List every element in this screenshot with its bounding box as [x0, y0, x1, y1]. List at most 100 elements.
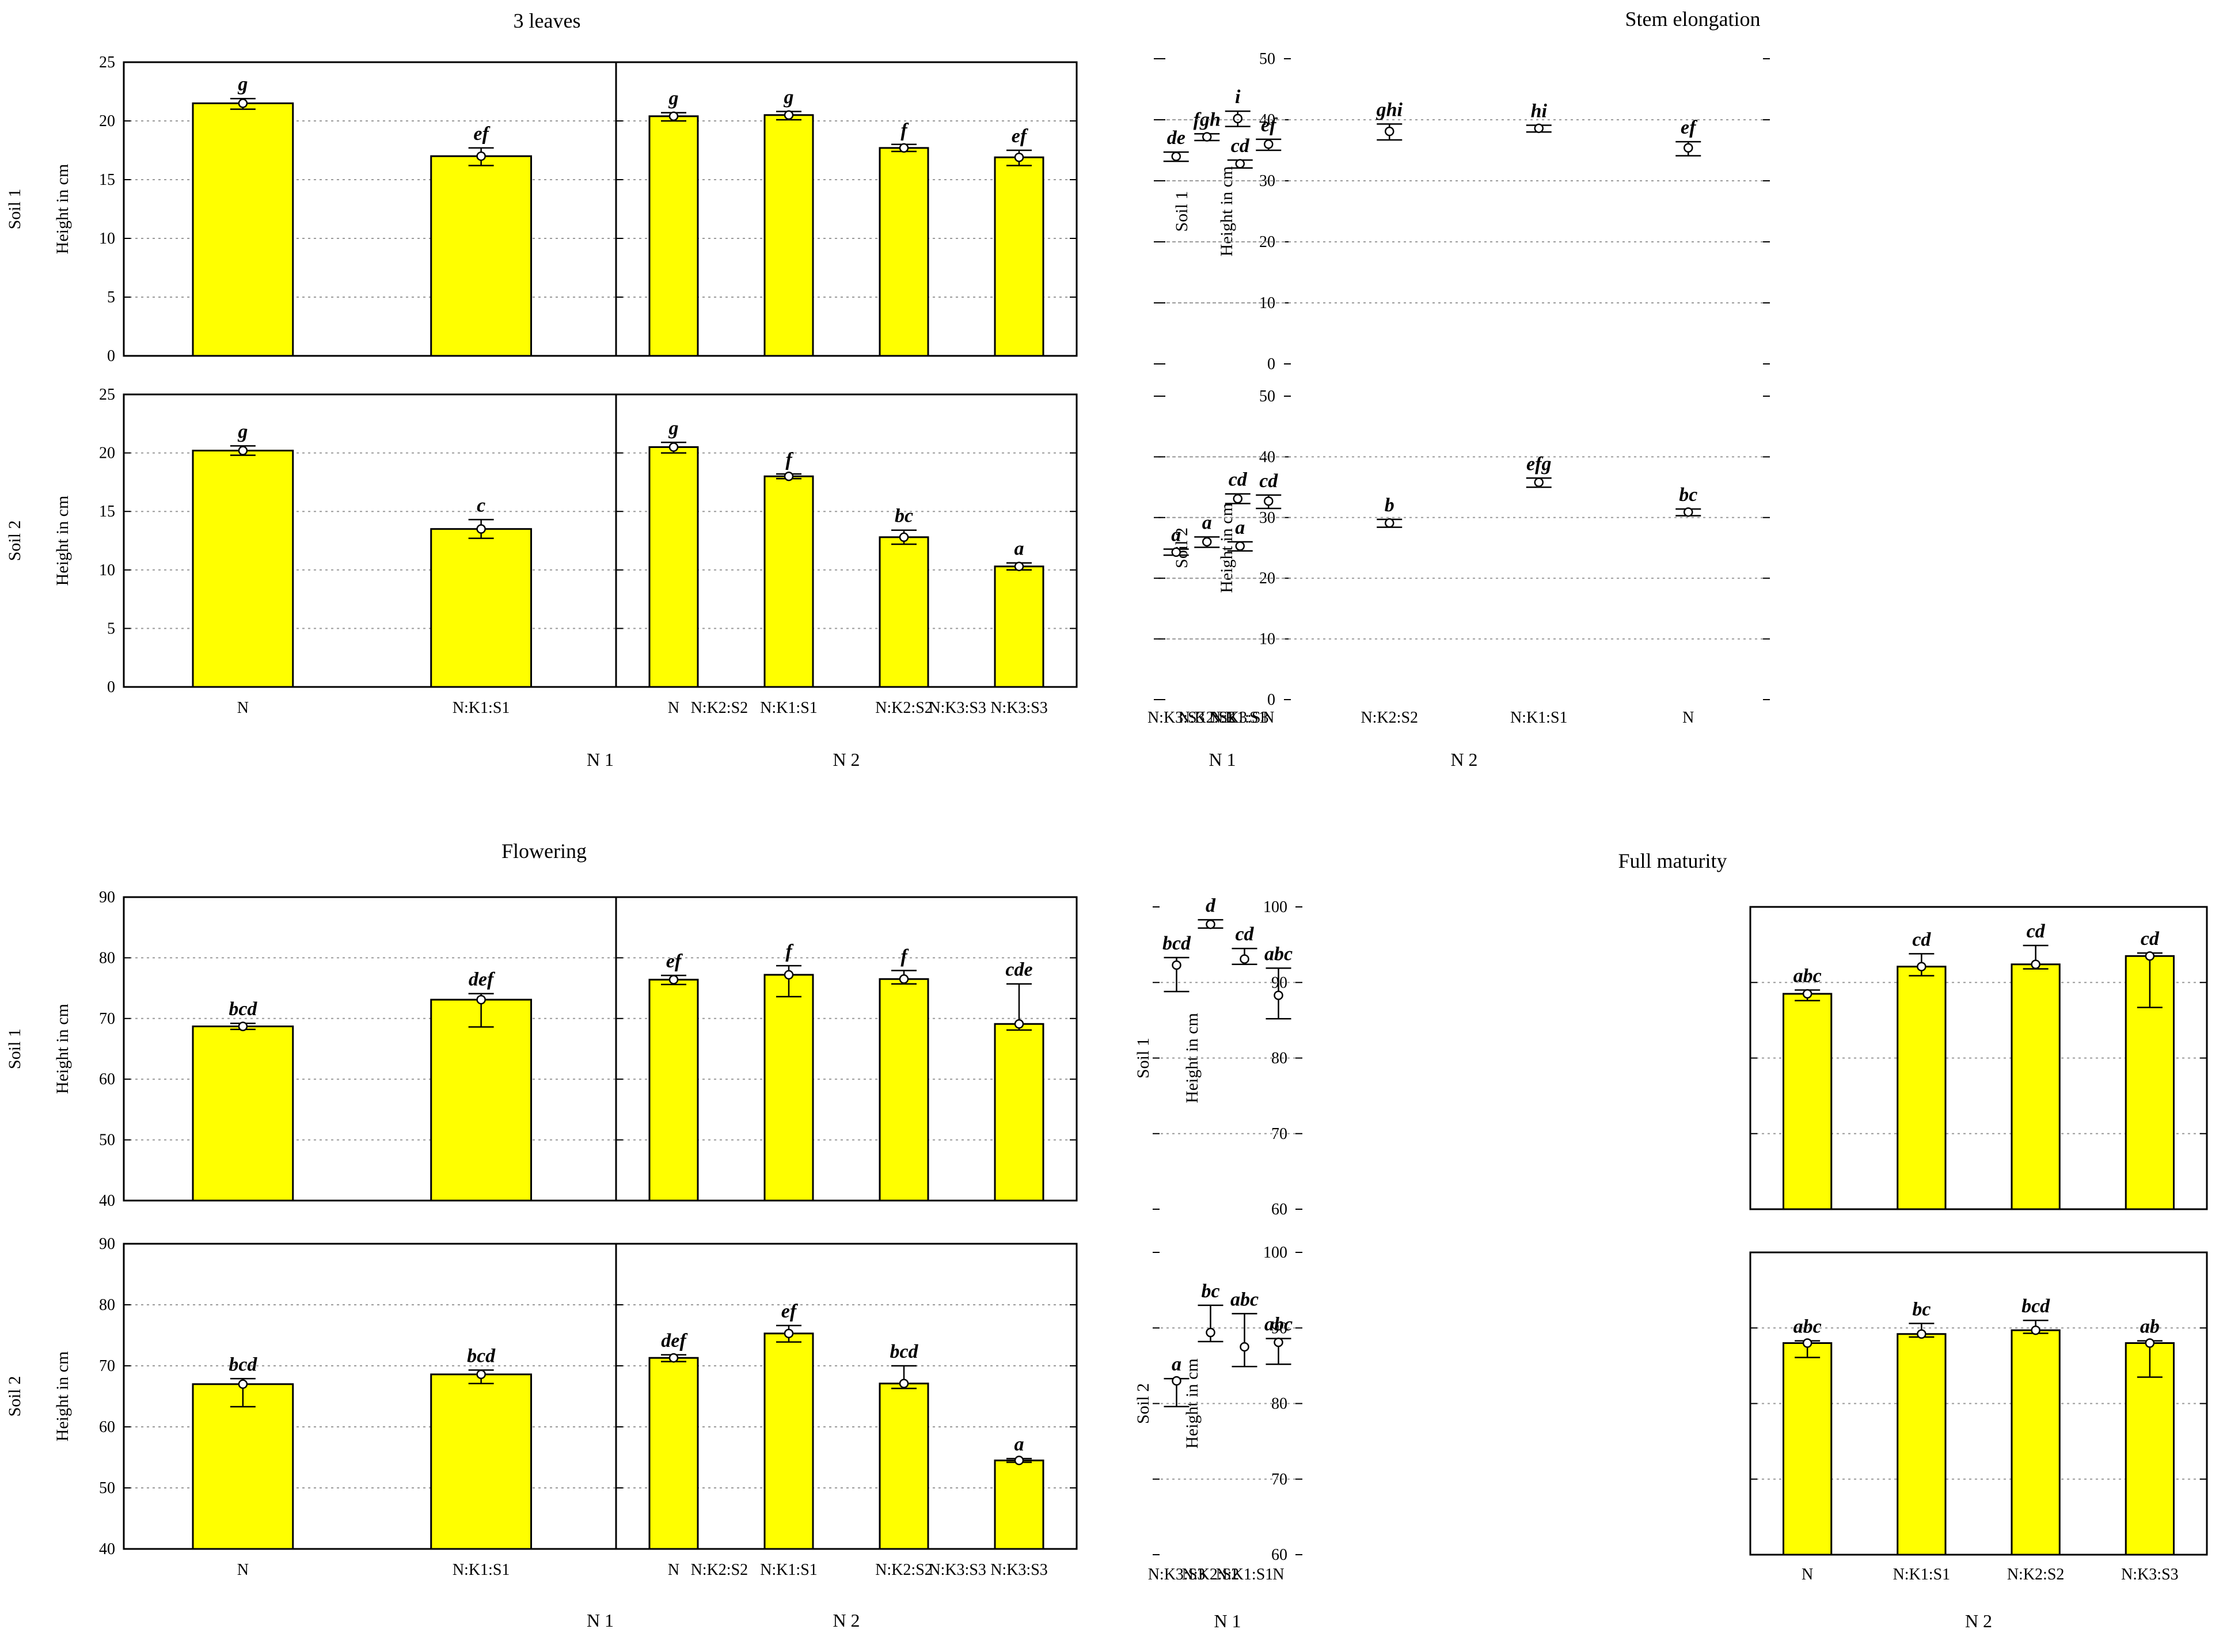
mean-marker — [238, 98, 248, 108]
y-tick-label: 15 — [99, 171, 115, 189]
x-tick-label: N — [1272, 1566, 1284, 1583]
bar-n-k3-s3 — [994, 1459, 1044, 1550]
significance-letter: bcd — [467, 1345, 496, 1366]
bar-n-k1-s1 — [763, 1332, 814, 1550]
y-tick-label: 60 — [1271, 1201, 1287, 1218]
mean-marker — [1235, 159, 1245, 169]
mean-marker — [1385, 126, 1394, 136]
y-tick-label: 80 — [1271, 1395, 1287, 1413]
y-tick-label: 90 — [1271, 1319, 1287, 1337]
x-tick-label: N:K1:S1 — [1209, 709, 1267, 727]
y-tick-label: 80 — [99, 949, 115, 967]
x-tick-label: N:K2:S2 — [875, 699, 933, 717]
mean-marker — [668, 111, 679, 121]
panel-soil-2-n-2: g f bc a — [615, 393, 1078, 688]
mean-marker — [1172, 1376, 1181, 1386]
group-label: N 1 — [587, 749, 614, 770]
mean-marker — [1684, 143, 1693, 153]
significance-letter: def — [661, 1330, 688, 1351]
x-tick-label: N:K1:S1 — [760, 1561, 818, 1579]
y-axis-label: Height in cm — [1217, 166, 1236, 257]
significance-letter: i — [1235, 86, 1241, 108]
mean-marker — [899, 143, 909, 153]
significance-letter: abc — [1230, 1289, 1259, 1310]
mean-marker — [476, 1369, 486, 1380]
mean-marker — [476, 994, 486, 1005]
mean-marker — [1802, 1338, 1812, 1348]
y-axis-label: Height in cm — [53, 1351, 72, 1442]
significance-letter: c — [477, 495, 485, 516]
significance-letter: def — [469, 969, 496, 990]
significance-letter: hi — [1531, 101, 1548, 122]
mean-marker — [784, 1328, 794, 1339]
mean-marker — [784, 471, 794, 481]
x-tick-label: N:K1:S1 — [1510, 709, 1568, 727]
bar-n-k3-s3 — [2125, 1342, 2175, 1556]
mean-marker — [1202, 132, 1212, 142]
significance-letter: a — [1014, 538, 1024, 560]
significance-letter: b — [1385, 495, 1394, 516]
y-tick-label: 20 — [99, 445, 115, 462]
x-tick-label: N:K1:S1 — [453, 1561, 510, 1579]
bar-n-k1-s1 — [1897, 1333, 1947, 1556]
soil-label: Soil 1 — [1172, 191, 1191, 232]
significance-letter: cd — [1912, 929, 1931, 950]
mean-marker — [1917, 1329, 1926, 1339]
x-tick-label: N — [668, 699, 679, 717]
mean-marker — [1235, 541, 1245, 551]
mean-marker — [1264, 139, 1274, 149]
bar-n-k1-s1 — [763, 114, 814, 357]
panel-soil-1-n-2: ef hi ghi cd — [1158, 58, 1770, 364]
y-tick-label: 5 — [107, 288, 115, 306]
bar-n-k2-s2 — [2011, 963, 2061, 1210]
mean-marker — [668, 975, 679, 985]
significance-letter: g — [237, 421, 248, 442]
y-tick-label: 5 — [107, 620, 115, 637]
x-tick-label: N — [237, 699, 249, 717]
mean-marker — [238, 1021, 248, 1031]
y-tick-label: 50 — [1259, 388, 1275, 405]
significance-letter: efg — [1526, 453, 1551, 474]
x-tick-label: N:K1:S1 — [1893, 1566, 1951, 1583]
significance-letter: cd — [1231, 135, 1250, 157]
mean-marker — [1233, 113, 1242, 124]
significance-letter: ghi — [1376, 99, 1403, 120]
x-tick-label: N — [237, 1561, 249, 1579]
soil-label: Soil 2 — [5, 521, 24, 561]
panel-soil-2-n-2: abc bc bcd ab — [1749, 1251, 2208, 1556]
mean-marker — [1802, 989, 1812, 999]
y-tick-label: 50 — [1259, 50, 1275, 68]
y-tick-label: 20 — [99, 112, 115, 130]
significance-letter: f — [900, 946, 909, 967]
significance-letter: ef — [666, 951, 683, 972]
y-tick-label: 90 — [99, 888, 115, 906]
mean-marker — [1202, 537, 1212, 547]
chart-title: Stem elongation — [1625, 7, 1761, 31]
group-label: N 2 — [1965, 1611, 1992, 1631]
bar-n — [192, 1383, 294, 1550]
panel-soil-2-n-2: bc efg b a — [1158, 396, 1770, 700]
mean-marker — [1206, 919, 1215, 929]
significance-letter: bcd — [1162, 933, 1191, 954]
significance-letter: abc — [1264, 943, 1293, 964]
mean-marker — [668, 442, 679, 452]
bar-n — [192, 450, 294, 688]
panel-soil-1-n-2: ef f f cde — [615, 896, 1078, 1202]
x-tick-label: N — [1263, 709, 1274, 727]
y-tick-label: 70 — [99, 1010, 115, 1028]
significance-letter: a — [1202, 512, 1212, 534]
mean-marker — [899, 974, 909, 984]
significance-letter: abc — [1793, 965, 1822, 986]
significance-letter: cd — [2027, 921, 2046, 942]
significance-letter: a — [1171, 525, 1181, 546]
y-tick-label: 10 — [99, 230, 115, 248]
y-tick-label: 0 — [1267, 691, 1275, 709]
y-tick-label: 50 — [99, 1131, 115, 1149]
y-tick-label: 0 — [107, 347, 115, 365]
mean-marker — [784, 970, 794, 980]
chart-title: Full maturity — [1618, 849, 1727, 872]
x-tick-label: N — [1682, 709, 1694, 727]
